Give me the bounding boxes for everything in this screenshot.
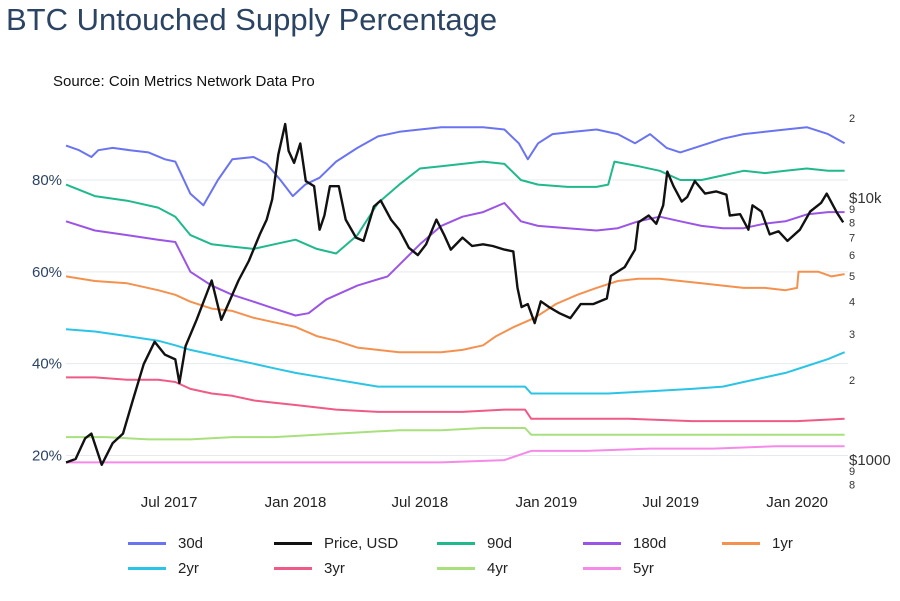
- series-line-3yr: [66, 376, 845, 423]
- series-line-5yr: [66, 445, 845, 464]
- legend-swatch: [583, 567, 621, 570]
- legend-item: 1yr: [722, 535, 793, 552]
- legend-item: Price, USD: [274, 535, 398, 552]
- legend-label: 180d: [633, 535, 667, 552]
- legend-label: 30d: [178, 535, 204, 552]
- series-lines: [65, 122, 846, 466]
- y-right-tick-label: 6: [849, 250, 855, 262]
- legend-item: 2yr: [128, 560, 199, 577]
- series-line-4yr: [66, 427, 845, 441]
- legend-swatch: [274, 542, 312, 545]
- y-right-tick-label: $10k: [849, 190, 882, 207]
- legend-swatch: [722, 542, 760, 545]
- y-left-tick-label: 80%: [32, 172, 62, 189]
- chart-title: BTC Untouched Supply Percentage: [6, 2, 498, 37]
- x-tick-label: Jan 2018: [265, 494, 327, 511]
- legend-swatch: [437, 542, 475, 545]
- y-right-tick-label: 2: [849, 375, 855, 387]
- legend-label: 90d: [487, 535, 513, 552]
- legend-swatch: [128, 542, 166, 545]
- y-right-tick-label: 8: [849, 479, 855, 491]
- series-line-90d: [65, 160, 845, 255]
- x-tick-label: Jul 2019: [642, 494, 699, 511]
- x-tick-label: Jul 2018: [392, 494, 449, 511]
- y-left-tick-label: 60%: [32, 264, 62, 281]
- y-right-tick-label: 5: [849, 271, 855, 283]
- legend-item: 30d: [128, 535, 203, 552]
- y-right-tick-label: 9: [849, 204, 855, 216]
- gridlines: [66, 179, 848, 456]
- legend-swatch: [437, 567, 475, 570]
- legend-label: Price, USD: [324, 535, 399, 552]
- y-left-tick-label: 20%: [32, 448, 62, 465]
- y-right-tick-label: 3: [849, 329, 855, 341]
- legend-label: 2yr: [178, 560, 199, 577]
- series-line-30d: [65, 126, 846, 207]
- legend-label: 1yr: [772, 535, 793, 552]
- y-right-tick-label: 4: [849, 296, 855, 308]
- legend-item: 4yr: [437, 560, 508, 577]
- y-left-tick-label: 40%: [32, 356, 62, 373]
- y-right-tick-label: 2: [849, 113, 855, 125]
- series-line-180d: [65, 202, 845, 317]
- chart-subtitle: Source: Coin Metrics Network Data Pro: [53, 73, 315, 90]
- y-right-tick-label: 8: [849, 217, 855, 229]
- legend-swatch: [274, 567, 312, 570]
- legend-item: 3yr: [274, 560, 345, 577]
- legend-swatch: [128, 567, 166, 570]
- x-tick-label: Jul 2017: [141, 494, 198, 511]
- legend-item: 90d: [437, 535, 512, 552]
- legend-item: 180d: [583, 535, 666, 552]
- legend-label: 5yr: [633, 560, 654, 577]
- legend-item: 5yr: [583, 560, 654, 577]
- legend: 30d Price, USD 90d 180d 1yr 2yr 3yr 4yr 5yr: [0, 535, 900, 595]
- axis-labels: 80% 60% 40% 20% Jul 2017 Jan 2018 Jul 2018 Jan …: [32, 113, 891, 511]
- y-right-tick-label: $1000: [849, 452, 891, 469]
- y-right-tick-label: 7: [849, 233, 855, 245]
- x-tick-label: Jan 2019: [515, 494, 577, 511]
- y-right-tick-label: 9: [849, 466, 855, 478]
- legend-label: 4yr: [487, 560, 508, 577]
- series-line-1yr: [65, 270, 845, 354]
- series-line-price-usd: [65, 122, 845, 466]
- legend-label: 3yr: [324, 560, 345, 577]
- legend-swatch: [583, 542, 621, 545]
- x-tick-label: Jan 2020: [766, 494, 828, 511]
